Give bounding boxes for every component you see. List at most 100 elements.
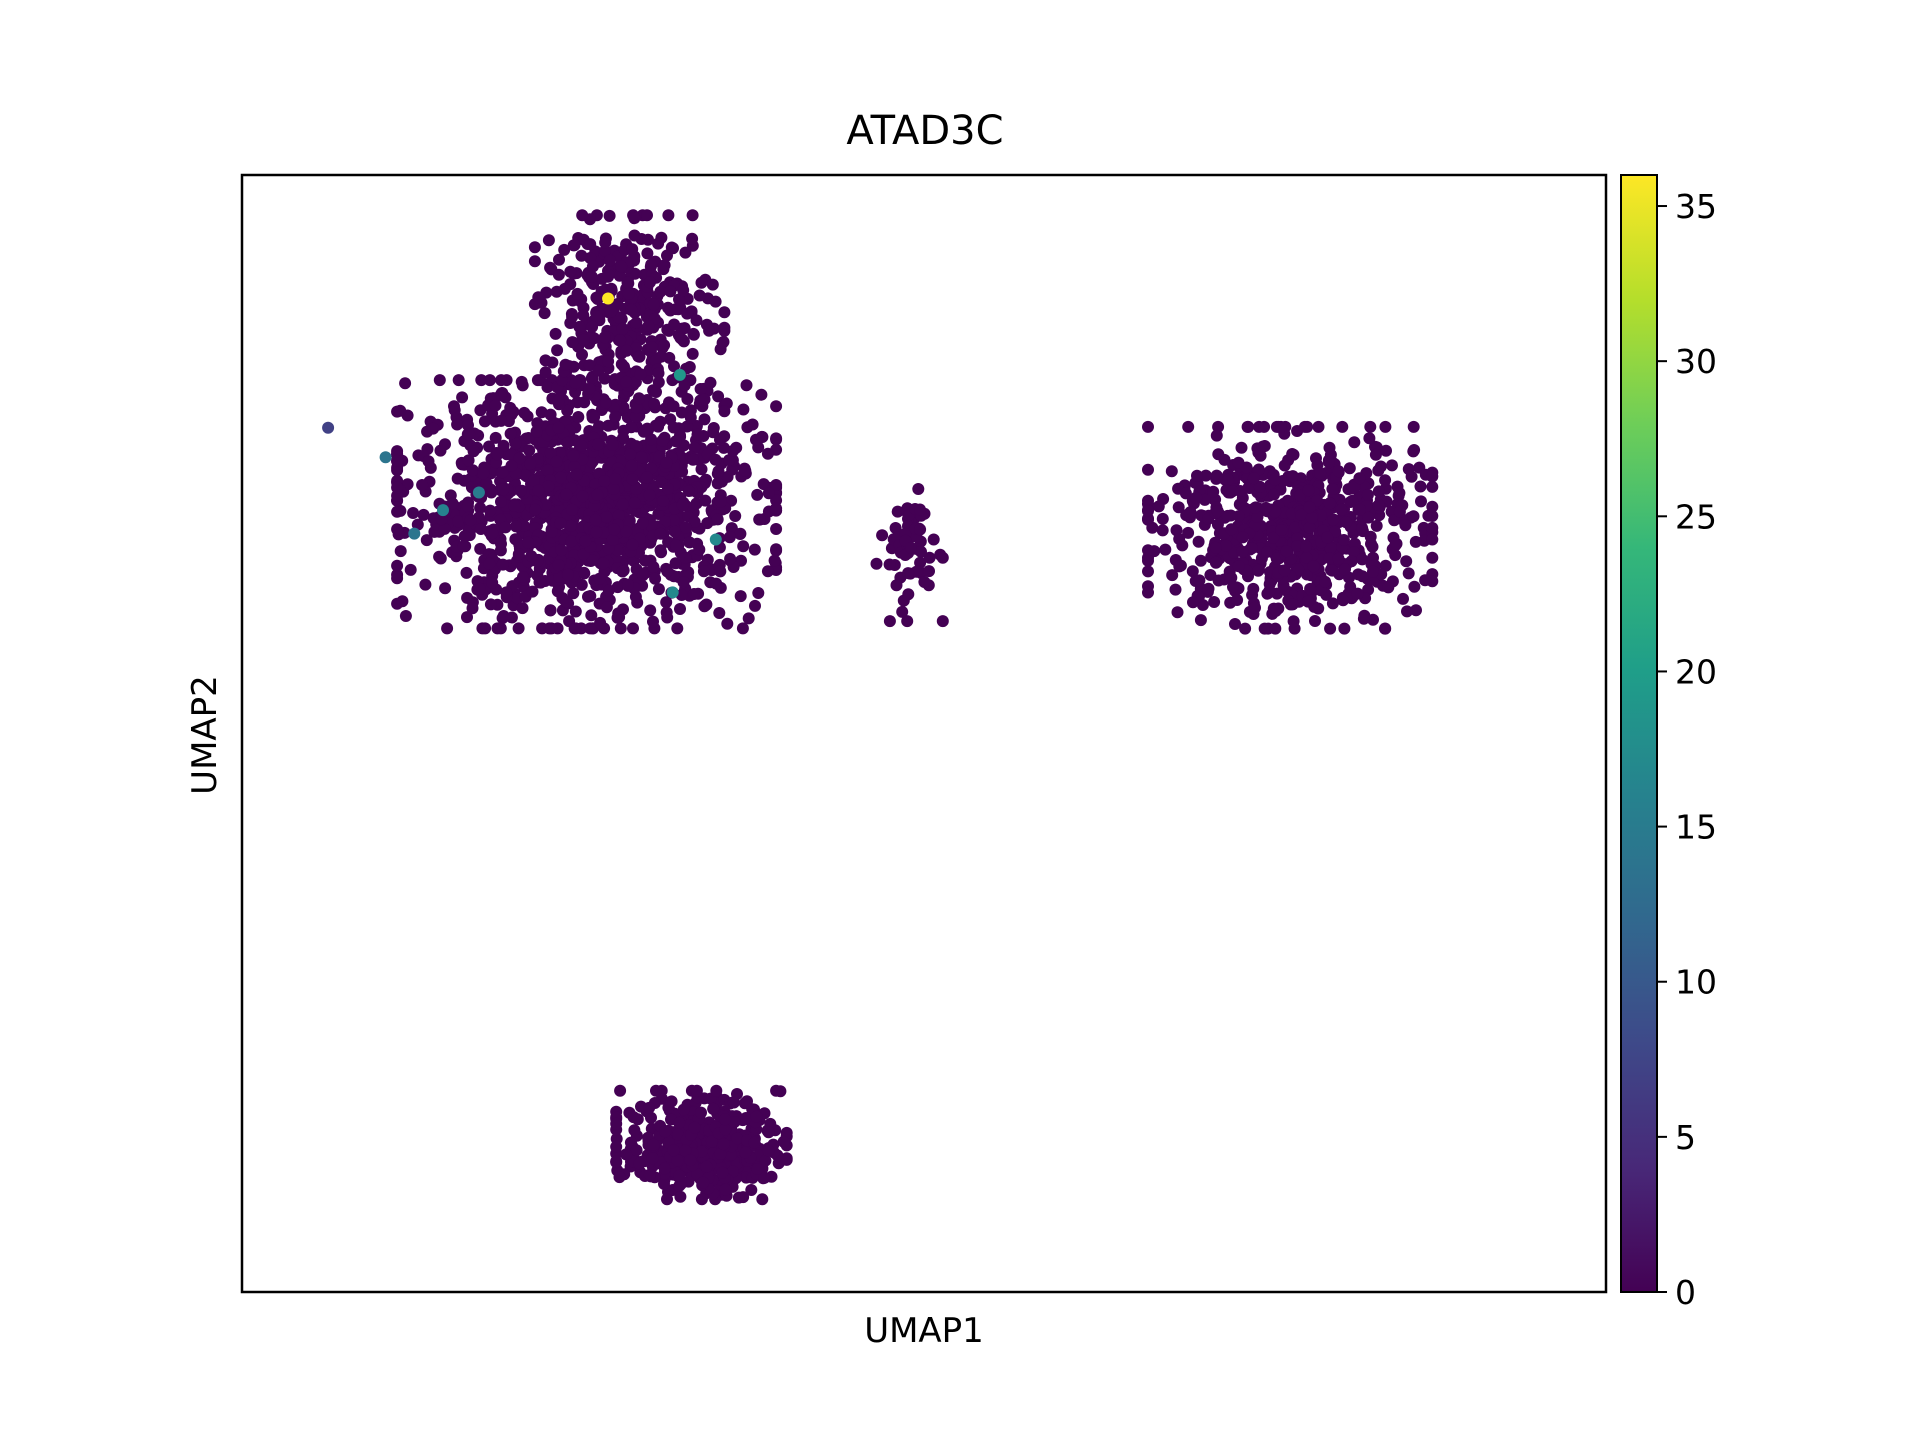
scatter-point — [883, 615, 896, 628]
scatter-point — [526, 585, 539, 598]
scatter-point — [731, 1132, 744, 1145]
scatter-point — [591, 488, 604, 501]
scatter-point — [1382, 581, 1395, 594]
scatter-point-highlight — [709, 533, 722, 546]
scatter-point — [669, 525, 681, 538]
scatter-point — [499, 521, 512, 534]
scatter-point — [522, 432, 535, 444]
scatter-point — [554, 471, 567, 484]
scatter-point — [762, 1126, 775, 1139]
scatter-point — [500, 586, 513, 599]
scatter-point — [1232, 560, 1245, 573]
scatter-point — [624, 448, 637, 461]
scatter-point — [644, 276, 656, 289]
scatter-point — [643, 1168, 656, 1181]
scatter-point — [697, 565, 710, 578]
scatter-point — [641, 247, 654, 260]
scatter-point — [558, 282, 571, 295]
scatter-point — [486, 527, 499, 540]
scatter-point — [489, 399, 502, 412]
scatter-point — [770, 433, 783, 446]
scatter-point-highlight — [322, 421, 335, 434]
scatter-point — [575, 439, 588, 452]
scatter-point — [712, 465, 725, 478]
scatter-point — [630, 316, 643, 329]
scatter-point — [691, 428, 704, 441]
scatter-point — [723, 454, 736, 467]
scatter-point — [1278, 564, 1291, 577]
scatter-point — [652, 367, 665, 380]
scatter-point — [1347, 546, 1360, 559]
scatter-point — [1326, 483, 1339, 495]
scatter-point — [462, 419, 474, 432]
scatter-point — [1269, 604, 1282, 617]
scatter-point — [656, 434, 669, 447]
scatter-point — [1287, 615, 1300, 628]
scatter-point — [568, 239, 581, 252]
scatter-point — [645, 341, 658, 353]
scatter-point — [552, 559, 565, 572]
scatter-point — [1407, 420, 1420, 433]
scatter-point — [524, 458, 537, 470]
colorbar-gradient — [1621, 175, 1657, 1292]
scatter-point — [675, 589, 688, 601]
scatter-point — [717, 1138, 730, 1151]
scatter-point — [1356, 553, 1369, 566]
scatter-point — [923, 551, 936, 564]
scatter-point — [658, 339, 671, 352]
scatter-point — [1354, 503, 1366, 516]
scatter-point — [662, 482, 674, 495]
scatter-point — [497, 483, 510, 496]
scatter-point — [1379, 420, 1392, 433]
scatter-point — [643, 489, 656, 502]
scatter-point — [1340, 516, 1353, 529]
scatter-point — [761, 447, 774, 460]
scatter-point — [512, 622, 525, 635]
scatter-point — [422, 455, 435, 468]
scatter-point — [1291, 540, 1304, 552]
scatter-point — [586, 554, 599, 567]
scatter-point — [677, 576, 690, 589]
scatter-point — [726, 463, 739, 476]
scatter-point — [458, 530, 471, 543]
scatter-point — [1379, 474, 1392, 487]
scatter-point — [607, 483, 620, 495]
scatter-point — [709, 453, 722, 466]
scatter-point — [718, 405, 731, 418]
scatter-point — [1263, 584, 1276, 597]
scatter-point — [658, 259, 671, 272]
scatter-point — [550, 455, 563, 468]
scatter-point — [719, 1183, 732, 1196]
scatter-point — [1172, 501, 1185, 514]
scatter-point — [451, 418, 464, 431]
scatter-point — [914, 503, 926, 516]
scatter-point — [575, 249, 588, 262]
scatter-point — [523, 444, 536, 457]
scatter-point — [1301, 568, 1313, 581]
scatter-point — [598, 331, 611, 344]
scatter-point — [608, 523, 621, 536]
scatter-point — [542, 234, 555, 247]
scatter-point — [695, 1193, 708, 1206]
scatter-point — [1415, 495, 1427, 508]
scatter-point — [1182, 420, 1195, 433]
scatter-point — [1393, 505, 1406, 518]
scatter-point — [676, 499, 689, 512]
scatter-point — [1186, 565, 1199, 578]
scatter-point — [567, 449, 580, 462]
scatter-point — [646, 1152, 659, 1165]
scatter-point — [1338, 622, 1351, 635]
scatter-point — [577, 309, 590, 322]
scatter-point — [737, 540, 750, 553]
scatter-point — [718, 321, 731, 334]
scatter-point — [902, 588, 915, 601]
scatter-point — [684, 1154, 697, 1167]
scatter-point — [660, 596, 673, 609]
scatter-point — [1179, 487, 1192, 500]
scatter-point — [396, 595, 409, 608]
scatter-point — [1225, 523, 1238, 536]
scatter-point — [1305, 511, 1318, 524]
scatter-point — [670, 539, 682, 552]
scatter-point — [1419, 574, 1432, 587]
